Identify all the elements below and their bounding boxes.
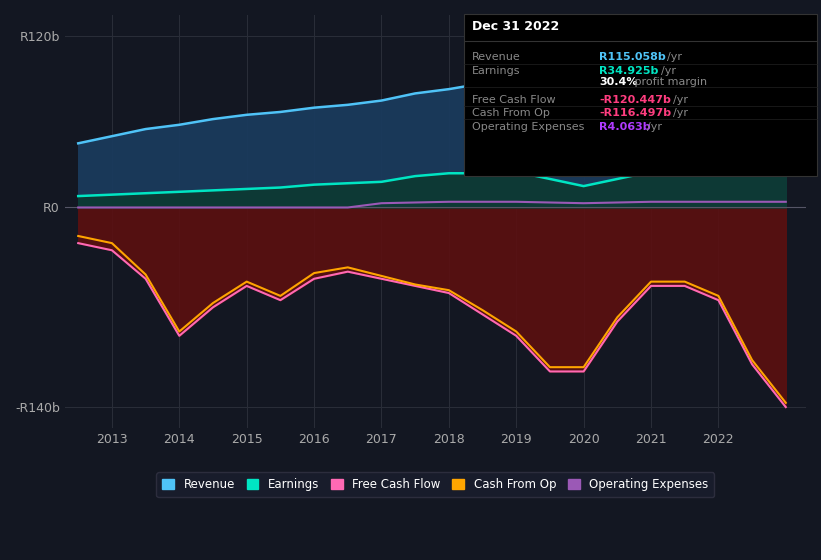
Text: Operating Expenses: Operating Expenses xyxy=(472,122,585,132)
Text: /yr: /yr xyxy=(661,66,676,76)
Text: profit margin: profit margin xyxy=(631,77,707,87)
Text: -R116.497b: -R116.497b xyxy=(599,108,672,118)
Text: R34.925b: R34.925b xyxy=(599,66,658,76)
Text: Cash From Op: Cash From Op xyxy=(472,108,550,118)
Text: /yr: /yr xyxy=(647,122,662,132)
Text: /yr: /yr xyxy=(673,95,688,105)
Text: 30.4%: 30.4% xyxy=(599,77,638,87)
Text: Revenue: Revenue xyxy=(472,52,521,62)
Text: R115.058b: R115.058b xyxy=(599,52,666,62)
Text: Dec 31 2022: Dec 31 2022 xyxy=(472,20,559,32)
Text: R4.063b: R4.063b xyxy=(599,122,651,132)
Text: /yr: /yr xyxy=(667,52,681,62)
Text: -R120.447b: -R120.447b xyxy=(599,95,672,105)
Text: Free Cash Flow: Free Cash Flow xyxy=(472,95,556,105)
Text: Earnings: Earnings xyxy=(472,66,521,76)
Text: /yr: /yr xyxy=(673,108,688,118)
Legend: Revenue, Earnings, Free Cash Flow, Cash From Op, Operating Expenses: Revenue, Earnings, Free Cash Flow, Cash … xyxy=(156,472,714,497)
